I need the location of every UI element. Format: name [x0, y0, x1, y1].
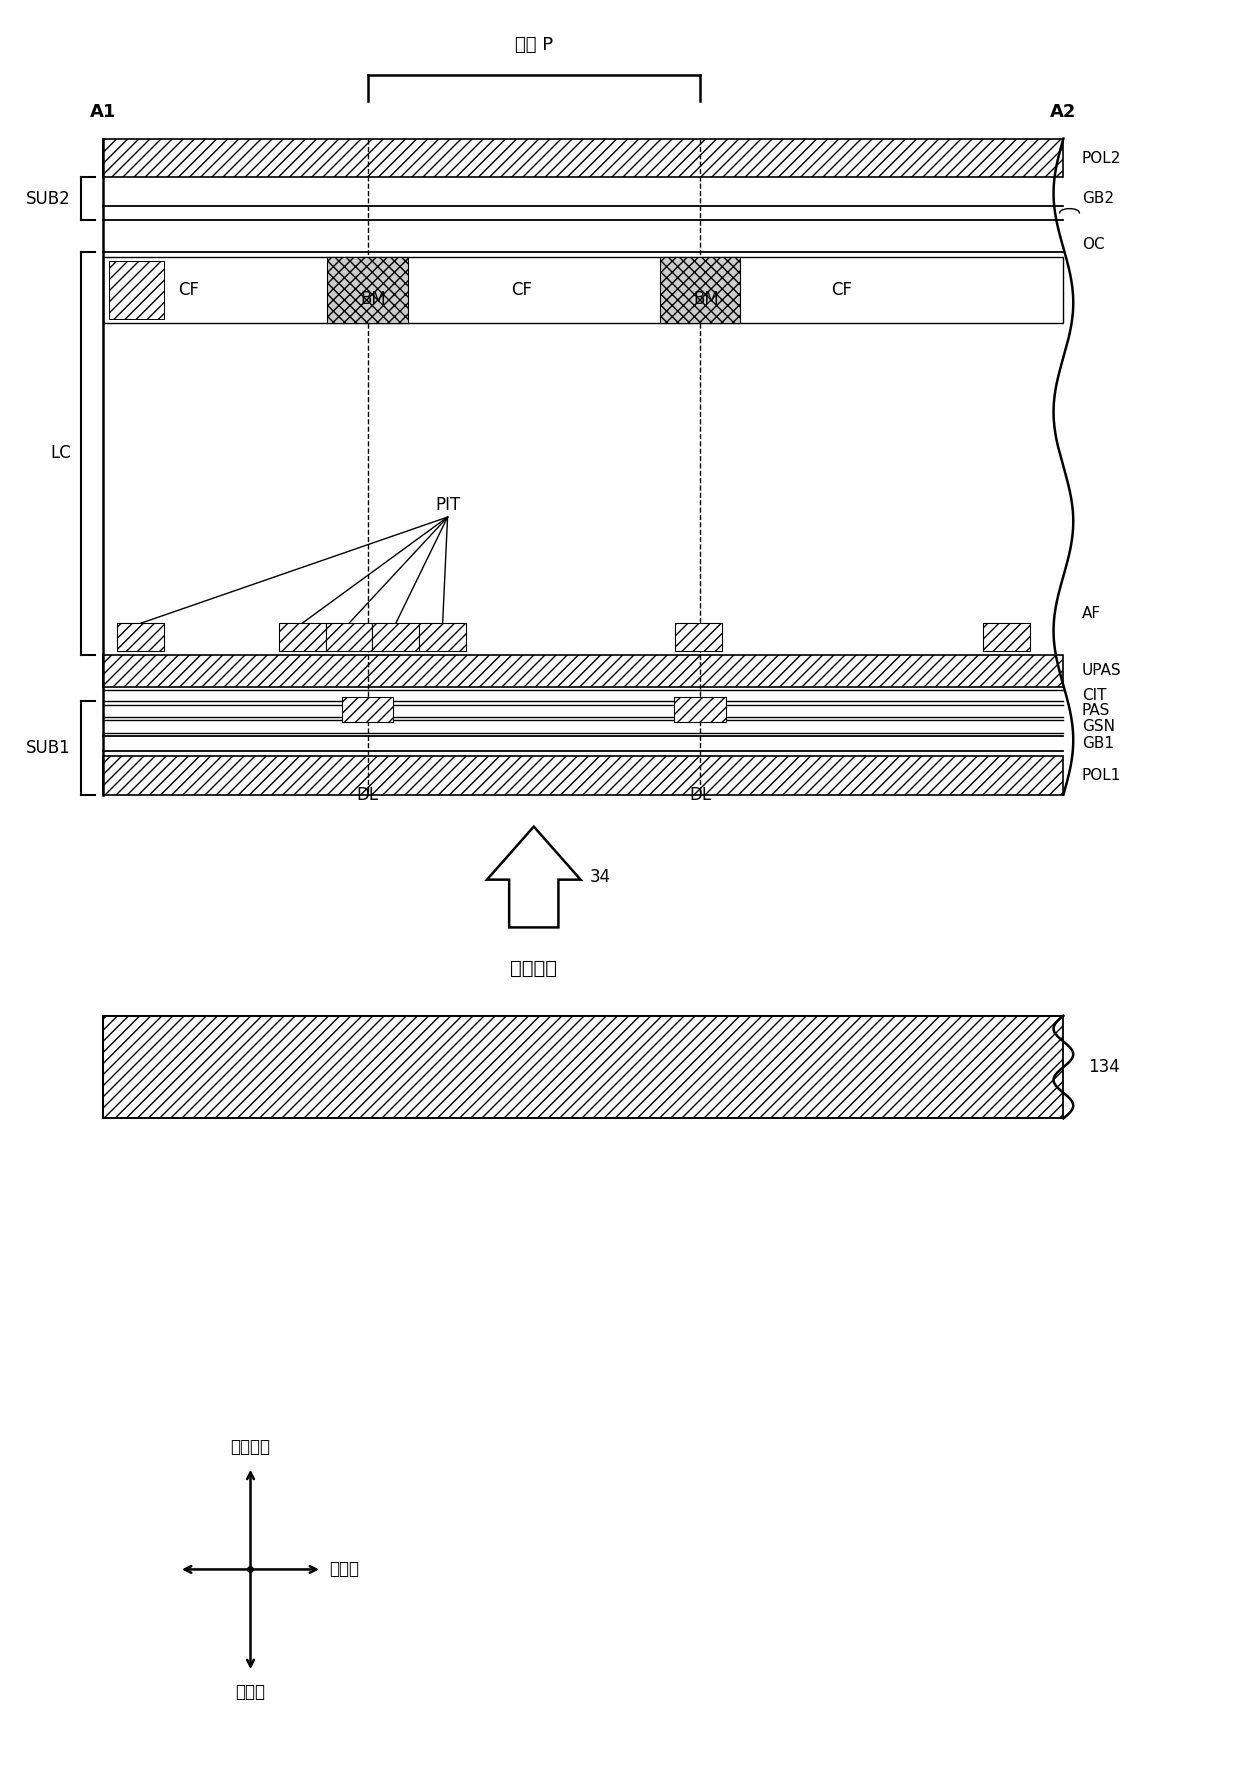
Text: DL: DL	[689, 785, 711, 803]
Text: 背面侧: 背面侧	[236, 1683, 265, 1701]
Bar	[372, 624, 419, 652]
Text: POL1: POL1	[1081, 768, 1121, 784]
Bar	[419, 624, 466, 652]
Bar	[326, 624, 372, 652]
Bar	[103, 755, 1064, 794]
Text: UPAS: UPAS	[1081, 663, 1121, 679]
Text: PIT: PIT	[435, 496, 460, 514]
Bar	[660, 258, 740, 323]
Text: CF: CF	[831, 281, 852, 299]
Text: 134: 134	[1087, 1057, 1120, 1077]
Text: 行方向: 行方向	[330, 1560, 360, 1578]
Text: CIT: CIT	[1081, 688, 1106, 704]
Text: GB2: GB2	[1081, 192, 1114, 206]
Bar	[118, 624, 164, 652]
Bar	[676, 624, 722, 652]
Text: BM: BM	[361, 290, 387, 307]
Bar	[342, 698, 393, 721]
Text: A2: A2	[1050, 103, 1076, 121]
Bar	[103, 1016, 1064, 1118]
Text: BM: BM	[693, 290, 719, 307]
Text: AF: AF	[1081, 606, 1101, 622]
Text: DL: DL	[356, 785, 378, 803]
Bar	[109, 261, 164, 320]
Text: 像素 P: 像素 P	[515, 36, 553, 53]
Text: PAS: PAS	[1081, 704, 1110, 718]
Text: LC: LC	[50, 444, 71, 462]
Text: OC: OC	[1081, 236, 1105, 252]
Bar	[103, 258, 1064, 323]
Text: SUB2: SUB2	[26, 190, 71, 208]
Text: CF: CF	[511, 281, 532, 299]
Bar	[279, 624, 326, 652]
Text: 背光灯光: 背光灯光	[511, 960, 557, 979]
Bar	[327, 258, 408, 323]
Bar	[675, 698, 725, 721]
Text: 显示面侧: 显示面侧	[231, 1438, 270, 1455]
Text: GSN: GSN	[1081, 720, 1115, 734]
Bar	[983, 624, 1030, 652]
Bar	[103, 656, 1064, 688]
Text: POL2: POL2	[1081, 151, 1121, 165]
Bar	[103, 139, 1064, 178]
Text: CF: CF	[179, 281, 200, 299]
Text: SUB1: SUB1	[26, 739, 71, 757]
Text: A1: A1	[89, 103, 115, 121]
Polygon shape	[487, 826, 580, 928]
Text: 34: 34	[589, 867, 610, 887]
Text: GB1: GB1	[1081, 736, 1114, 752]
